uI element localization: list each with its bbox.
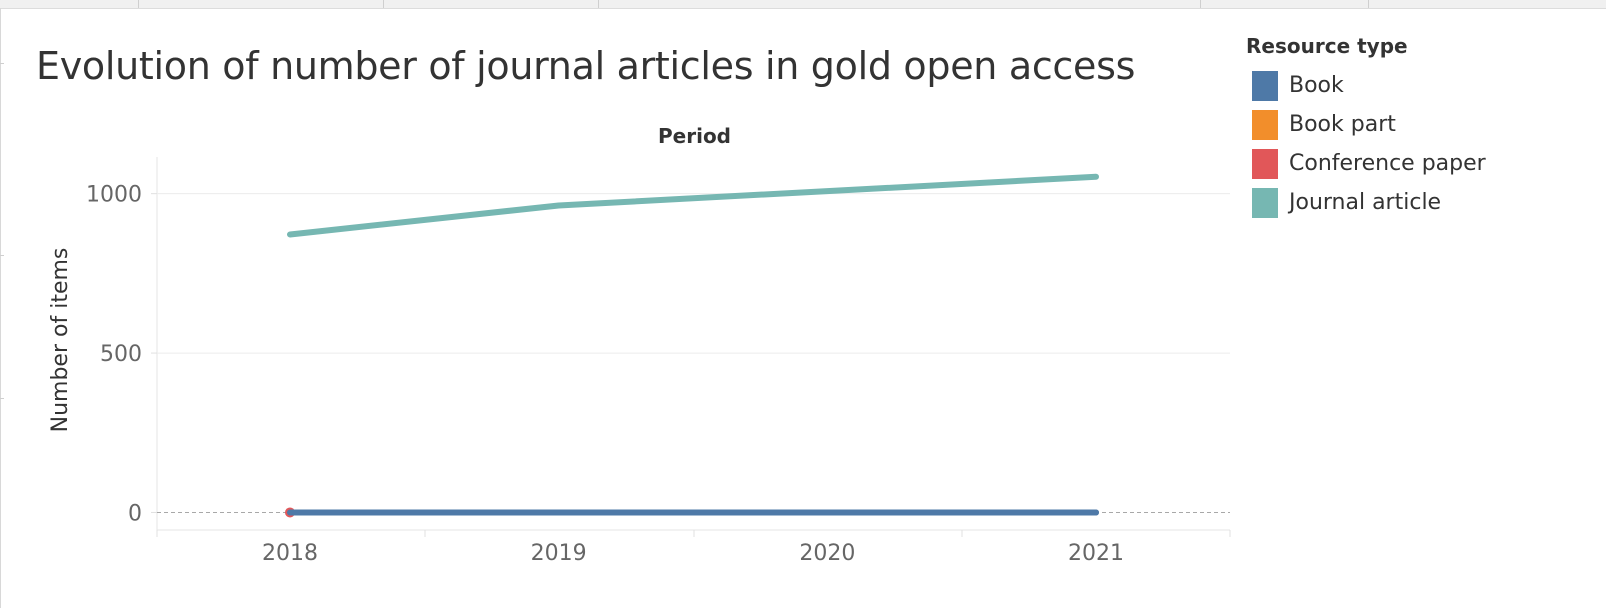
legend-items: Book Book part Conference paper Journal art…	[1246, 66, 1486, 222]
x-tick-label: 2021	[1068, 541, 1124, 566]
toolbar-divider	[1200, 0, 1201, 8]
x-axis-title: Period	[658, 124, 731, 148]
legend-title: Resource type	[1246, 34, 1408, 58]
edge-tick	[0, 63, 4, 64]
toolbar-divider	[1368, 0, 1369, 8]
legend-item-conference-paper[interactable]: Conference paper	[1246, 144, 1486, 183]
legend-label: Book	[1289, 73, 1344, 98]
chart-title: Evolution of number of journal articles …	[36, 44, 1136, 88]
left-edge-strip	[0, 8, 4, 608]
legend-label: Journal article	[1289, 190, 1442, 215]
y-tick-label: 0	[128, 501, 142, 526]
legend: Resource type Book Book part Conference pa…	[1246, 34, 1486, 222]
toolbar-divider	[598, 0, 599, 8]
x-tick-label: 2020	[799, 541, 855, 566]
top-toolbar-strip	[0, 0, 1606, 9]
legend-swatch	[1252, 70, 1278, 101]
legend-item-book-part[interactable]: Book part	[1246, 105, 1486, 144]
series-line-journal-article	[287, 173, 1099, 238]
toolbar-divider	[138, 0, 139, 8]
y-axis-title: Number of items	[48, 248, 73, 433]
legend-label: Book part	[1289, 112, 1396, 137]
legend-swatch	[1252, 148, 1278, 179]
edge-tick	[0, 398, 4, 399]
edge-tick	[0, 255, 4, 256]
y-tick-label: 500	[100, 342, 142, 367]
toolbar-divider	[383, 0, 384, 8]
x-tick-label: 2018	[262, 541, 318, 566]
legend-item-book[interactable]: Book	[1246, 66, 1486, 105]
legend-label: Conference paper	[1289, 151, 1486, 176]
x-tick-label: 2019	[531, 541, 587, 566]
legend-swatch	[1252, 187, 1278, 218]
legend-item-journal-article[interactable]: Journal article	[1246, 183, 1486, 222]
legend-swatch	[1252, 109, 1278, 140]
y-tick-label: 1000	[86, 183, 142, 208]
